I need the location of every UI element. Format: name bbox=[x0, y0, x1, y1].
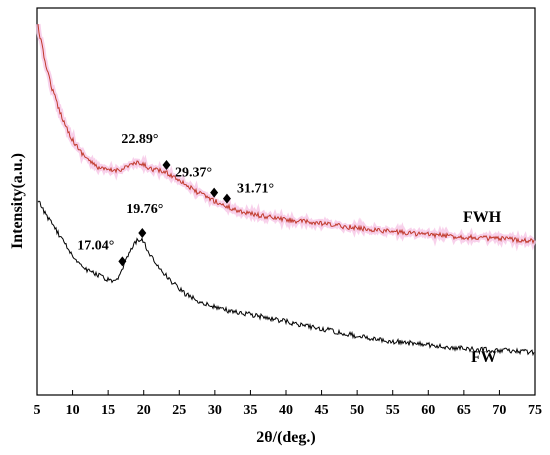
peak-diamond-marker bbox=[210, 187, 219, 198]
series-line-fw bbox=[37, 200, 535, 357]
peak-label: 29.37° bbox=[175, 166, 212, 181]
x-tick-label: 10 bbox=[66, 403, 80, 418]
x-tick-label: 20 bbox=[137, 403, 151, 418]
x-tick-label: 65 bbox=[457, 403, 471, 418]
x-tick-label: 70 bbox=[492, 403, 506, 418]
series-label-fwh: FWH bbox=[463, 209, 502, 226]
peak-label: 22.89° bbox=[121, 132, 158, 147]
peak-diamond-marker bbox=[222, 193, 231, 204]
x-axis-ticks: 5 10 15 20 25 30 35 40 45 50 55 60 65 70 75 bbox=[34, 390, 542, 418]
series-label-fw: FW bbox=[471, 349, 497, 366]
series-line-fwh bbox=[37, 24, 535, 245]
series-halo-fwh bbox=[35, 23, 537, 252]
x-tick-label: 40 bbox=[279, 403, 293, 418]
x-tick-label: 35 bbox=[243, 403, 257, 418]
x-tick-label: 75 bbox=[528, 403, 542, 418]
x-axis-title: 2θ/(deg.) bbox=[256, 429, 315, 446]
peak-diamond-marker bbox=[138, 227, 147, 238]
peak-label: 17.04° bbox=[77, 238, 114, 253]
peak-markers: 22.89° 29.37° 31.71° 17.04° 19.76° bbox=[77, 132, 274, 267]
x-tick-label: 5 bbox=[34, 403, 41, 418]
x-tick-label: 30 bbox=[208, 403, 222, 418]
x-tick-label: 45 bbox=[315, 403, 329, 418]
x-tick-label: 25 bbox=[172, 403, 186, 418]
x-tick-label: 60 bbox=[421, 403, 435, 418]
plot-border bbox=[36, 7, 536, 396]
series-layer bbox=[35, 23, 537, 357]
plot-frame bbox=[36, 7, 536, 396]
peak-label: 31.71° bbox=[237, 182, 274, 197]
y-axis-title: Intensity(a.u.) bbox=[9, 153, 26, 249]
x-tick-label: 50 bbox=[350, 403, 364, 418]
peak-label: 19.76° bbox=[126, 202, 163, 217]
x-tick-label: 55 bbox=[386, 403, 400, 418]
x-tick-label: 15 bbox=[101, 403, 115, 418]
peak-diamond-marker bbox=[162, 159, 171, 170]
peak-diamond-marker bbox=[118, 256, 127, 267]
